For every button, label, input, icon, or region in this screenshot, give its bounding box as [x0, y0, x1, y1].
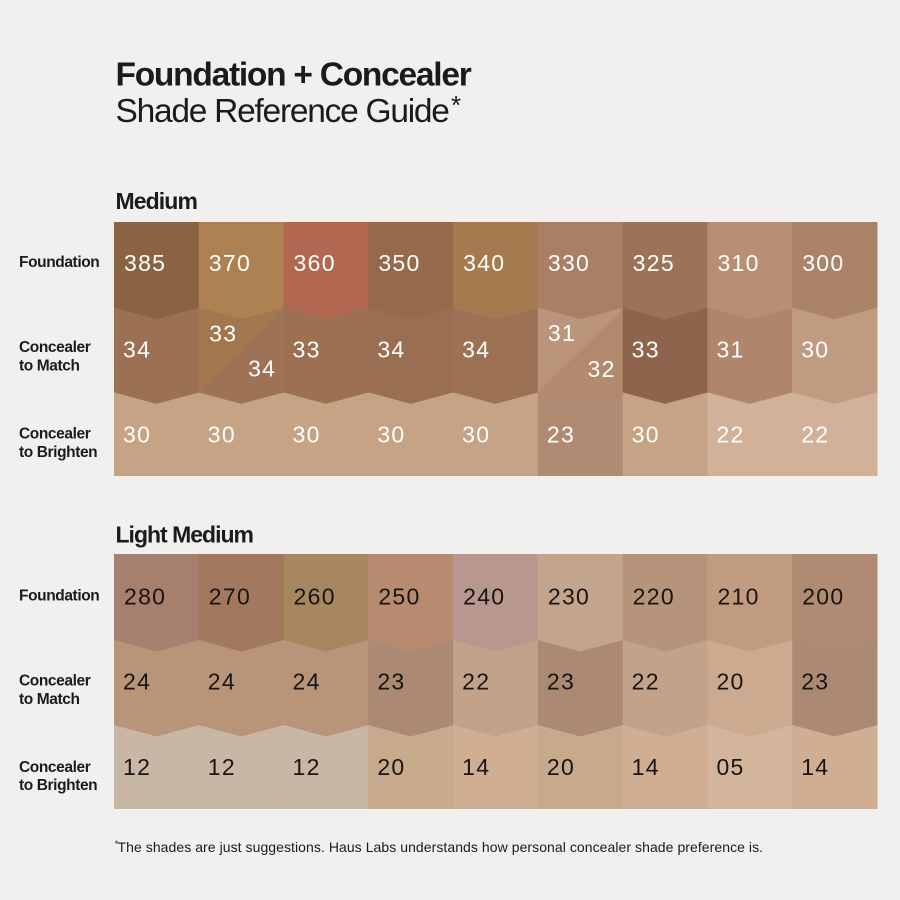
svg-text:33: 33	[209, 320, 237, 346]
svg-text:22: 22	[632, 669, 660, 695]
svg-text:23: 23	[377, 669, 405, 695]
svg-text:Concealer: Concealer	[19, 339, 91, 356]
svg-text:34: 34	[123, 336, 151, 362]
svg-text:24: 24	[208, 669, 236, 695]
svg-text:14: 14	[801, 754, 829, 780]
svg-text:12: 12	[123, 754, 151, 780]
svg-text:34: 34	[248, 355, 276, 381]
svg-text:to Brighten: to Brighten	[19, 444, 97, 461]
svg-text:22: 22	[801, 421, 829, 447]
svg-text:30: 30	[208, 421, 236, 447]
svg-text:Foundation: Foundation	[19, 588, 99, 605]
svg-text:280: 280	[124, 584, 166, 610]
svg-text:30: 30	[293, 421, 321, 447]
svg-text:325: 325	[633, 250, 675, 276]
svg-text:*: *	[115, 839, 119, 849]
svg-text:Foundation + Concealer: Foundation + Concealer	[116, 57, 472, 94]
svg-text:Concealer: Concealer	[19, 759, 91, 776]
svg-text:Foundation: Foundation	[19, 254, 99, 271]
svg-text:30: 30	[462, 421, 490, 447]
svg-text:33: 33	[632, 336, 660, 362]
svg-text:to Match: to Match	[19, 358, 80, 375]
svg-text:23: 23	[801, 669, 829, 695]
svg-text:340: 340	[463, 250, 505, 276]
svg-text:210: 210	[717, 584, 759, 610]
svg-text:200: 200	[802, 584, 844, 610]
svg-text:260: 260	[294, 584, 336, 610]
svg-text:30: 30	[632, 421, 660, 447]
svg-text:370: 370	[209, 250, 251, 276]
svg-text:32: 32	[587, 356, 615, 382]
svg-text:12: 12	[293, 754, 321, 780]
svg-text:22: 22	[462, 669, 490, 695]
svg-text:to Match: to Match	[19, 691, 80, 708]
svg-text:14: 14	[632, 754, 660, 780]
svg-text:24: 24	[123, 669, 151, 695]
svg-text:The shades are just suggestion: The shades are just suggestions. Haus La…	[118, 839, 764, 855]
svg-text:300: 300	[802, 250, 844, 276]
svg-text:24: 24	[293, 669, 321, 695]
svg-text:Light Medium: Light Medium	[116, 521, 254, 547]
svg-text:270: 270	[209, 584, 251, 610]
svg-text:30: 30	[123, 421, 151, 447]
svg-text:220: 220	[633, 584, 675, 610]
svg-text:*: *	[451, 90, 461, 120]
svg-text:385: 385	[124, 250, 166, 276]
svg-text:33: 33	[293, 336, 321, 362]
svg-text:to Brighten: to Brighten	[19, 777, 97, 794]
svg-text:Medium: Medium	[116, 188, 198, 214]
svg-text:Concealer: Concealer	[19, 672, 91, 689]
svg-text:20: 20	[716, 669, 744, 695]
svg-text:22: 22	[716, 421, 744, 447]
svg-text:330: 330	[548, 250, 590, 276]
svg-text:360: 360	[294, 250, 336, 276]
svg-text:350: 350	[378, 250, 420, 276]
svg-text:12: 12	[208, 754, 236, 780]
svg-text:240: 240	[463, 584, 505, 610]
svg-text:Concealer: Concealer	[19, 426, 91, 443]
svg-text:Shade Reference Guide: Shade Reference Guide	[116, 93, 450, 130]
svg-text:34: 34	[462, 336, 490, 362]
svg-text:05: 05	[716, 754, 744, 780]
svg-text:14: 14	[462, 754, 490, 780]
svg-text:20: 20	[377, 754, 405, 780]
svg-text:250: 250	[378, 584, 420, 610]
svg-text:20: 20	[547, 754, 575, 780]
svg-text:31: 31	[716, 336, 744, 362]
svg-text:23: 23	[547, 421, 575, 447]
svg-text:230: 230	[548, 584, 590, 610]
svg-text:34: 34	[377, 336, 405, 362]
svg-text:30: 30	[801, 336, 829, 362]
svg-text:31: 31	[548, 320, 576, 346]
svg-text:23: 23	[547, 669, 575, 695]
svg-text:30: 30	[377, 421, 405, 447]
svg-text:310: 310	[717, 250, 759, 276]
